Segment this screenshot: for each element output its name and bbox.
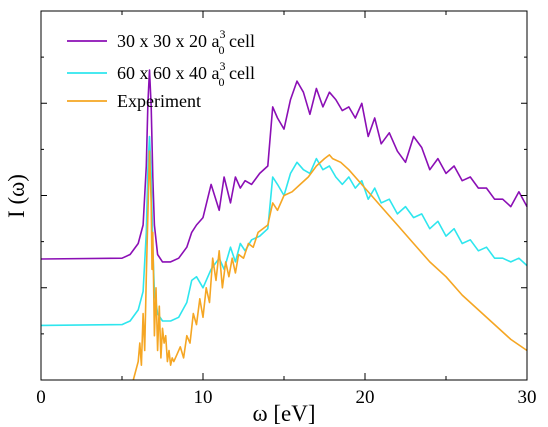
x-axis-label: ω [eV]	[252, 401, 315, 426]
series-line-2	[40, 135, 528, 327]
legend-superscript: 3	[220, 27, 226, 41]
legend-text: 60 x 60 x 40 a	[117, 63, 220, 83]
series-line-1	[40, 69, 528, 263]
legend-text: Experiment	[117, 91, 201, 111]
legend-superscript: 3	[220, 59, 226, 73]
legend-label-2: 60 x 60 x 40 a3 0 cell	[117, 59, 255, 89]
x-tick-label: 20	[356, 387, 375, 408]
legend-subscript: 0	[219, 43, 225, 57]
x-tick-label: 10	[194, 387, 213, 408]
legend-label-1: 30 x 30 x 20 a3 0 cell	[117, 27, 255, 57]
legend-text: 30 x 30 x 20 a	[117, 31, 220, 51]
plot-lines	[40, 69, 528, 381]
legend-suffix: cell	[225, 63, 255, 83]
legend-label-3: Experiment	[117, 91, 201, 111]
y-axis-label: I (ω)	[4, 174, 29, 218]
x-tick-label: 0	[36, 387, 46, 408]
x-tick-label: 30	[518, 387, 537, 408]
axis-ticks: 0 10 20 30	[36, 11, 537, 408]
legend-subscript: 0	[219, 75, 225, 89]
series-line-3	[132, 150, 528, 381]
legend-suffix: cell	[225, 31, 255, 51]
